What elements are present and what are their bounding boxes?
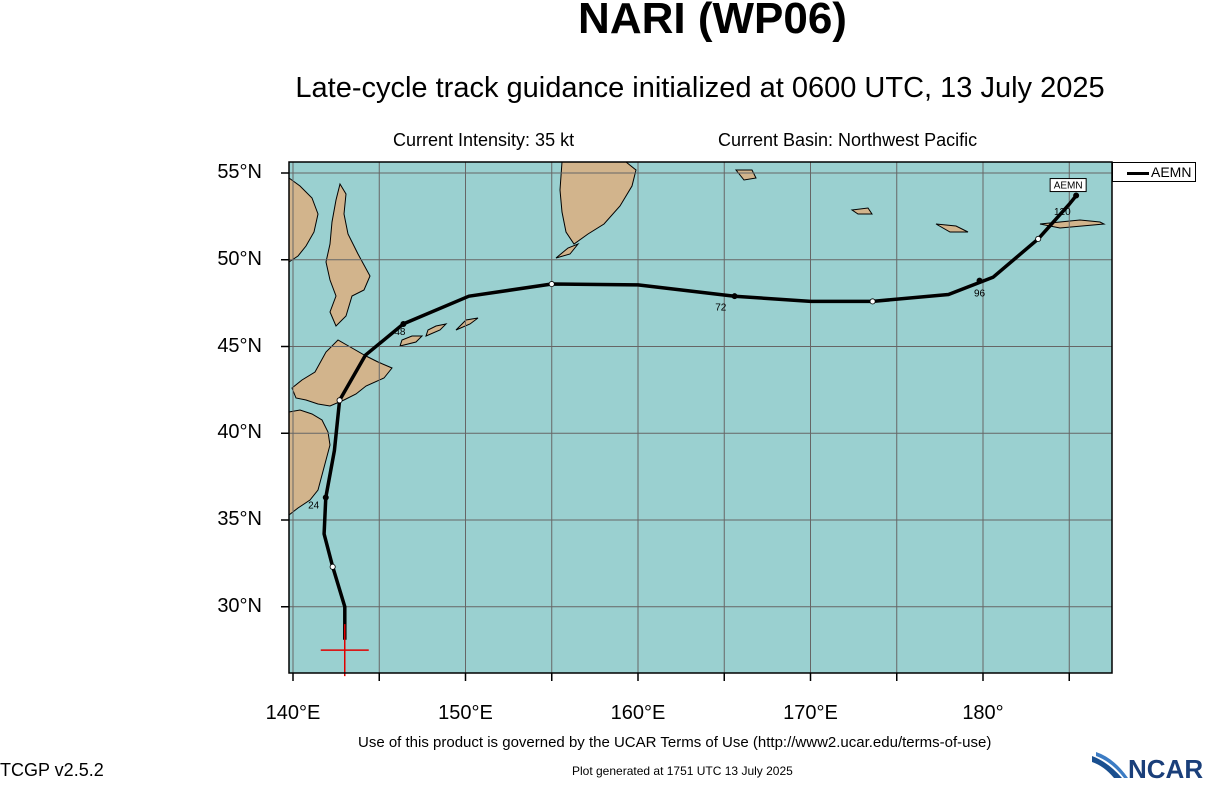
land-aleutian-3: [1039, 219, 1106, 229]
track-layer: 24 48 72 96 120 AEMN: [308, 178, 1087, 677]
current-intensity: Current Intensity: 35 kt: [393, 130, 575, 150]
ncar-logo-mark: NCAR: [1092, 752, 1203, 784]
lat-label-55: 55°N: [217, 161, 262, 183]
forecast-hour-label-72: 72: [715, 303, 727, 314]
legend: AEMN: [1112, 162, 1196, 182]
track-marker-5: [731, 293, 738, 300]
ncar-logo: NCAR: [1088, 752, 1208, 784]
forecast-hour-label-24: 24: [308, 500, 320, 511]
map-title: NARI (WP06): [578, 0, 847, 43]
lat-label-50: 50°N: [217, 247, 262, 270]
track-line-aemn: [322, 194, 1078, 640]
track-marker-7: [976, 277, 983, 284]
land-kamchatka: [559, 161, 637, 245]
lon-label-170: 170°E: [783, 702, 838, 724]
track-marker-0: [329, 563, 336, 570]
axis-ticks: [281, 172, 1070, 681]
land-aleutian-1: [850, 207, 873, 215]
terms-of-use: Use of this product is governed by the U…: [358, 734, 992, 751]
forecast-hour-label-120: 120: [1054, 207, 1071, 218]
track-marker-9: [1073, 192, 1080, 199]
land-kuril-2: [425, 323, 448, 337]
forecast-hour-label-96: 96: [974, 289, 986, 300]
map-frame: [288, 161, 1113, 674]
land-kuril-1: [399, 335, 424, 347]
track-end-tag: AEMN: [1049, 178, 1087, 193]
track-marker-3: [400, 320, 407, 327]
lat-label-30: 30°N: [217, 594, 262, 617]
plot-generated: Plot generated at 1751 UTC 13 July 2025: [572, 764, 793, 778]
land-aleutian-2: [935, 223, 969, 233]
version-label: TCGP v2.5.2: [0, 760, 104, 780]
land-honshu: [288, 409, 331, 517]
grid-lines: [289, 162, 1112, 673]
land-sakhalin: [325, 182, 371, 327]
lon-label-150: 150°E: [438, 702, 493, 724]
forecast-hour-label-48: 48: [394, 327, 406, 338]
lat-label-40: 40°N: [217, 421, 262, 444]
land-hokkaido: [291, 339, 393, 407]
lon-label-180: 180°: [962, 702, 1004, 724]
legend-label-aemn: AEMN: [1151, 164, 1192, 180]
ncar-logo-text: NCAR: [1128, 754, 1203, 780]
legend-line-aemn: [1127, 172, 1149, 175]
current-basin: Current Basin: Northwest Pacific: [718, 130, 978, 150]
lon-label-160: 160°E: [610, 702, 666, 724]
track-marker-4: [548, 281, 555, 288]
land-masses: [288, 161, 1106, 517]
track-marker-2: [336, 397, 343, 404]
lat-label-45: 45°N: [217, 334, 262, 357]
map-subtitle: Late-cycle track guidance initialized at…: [295, 72, 1105, 104]
track-marker-1: [322, 494, 329, 501]
track-marker-6: [869, 298, 876, 305]
lat-label-35: 35°N: [217, 508, 262, 530]
lon-label-140: 140°E: [265, 702, 321, 724]
track-end-tag-text: AEMN: [1054, 181, 1083, 192]
track-marker-8: [1035, 235, 1042, 242]
land-kuril-4: [555, 242, 580, 259]
track-end-tag-box: [1049, 178, 1087, 193]
ocean-background: [289, 162, 1112, 673]
